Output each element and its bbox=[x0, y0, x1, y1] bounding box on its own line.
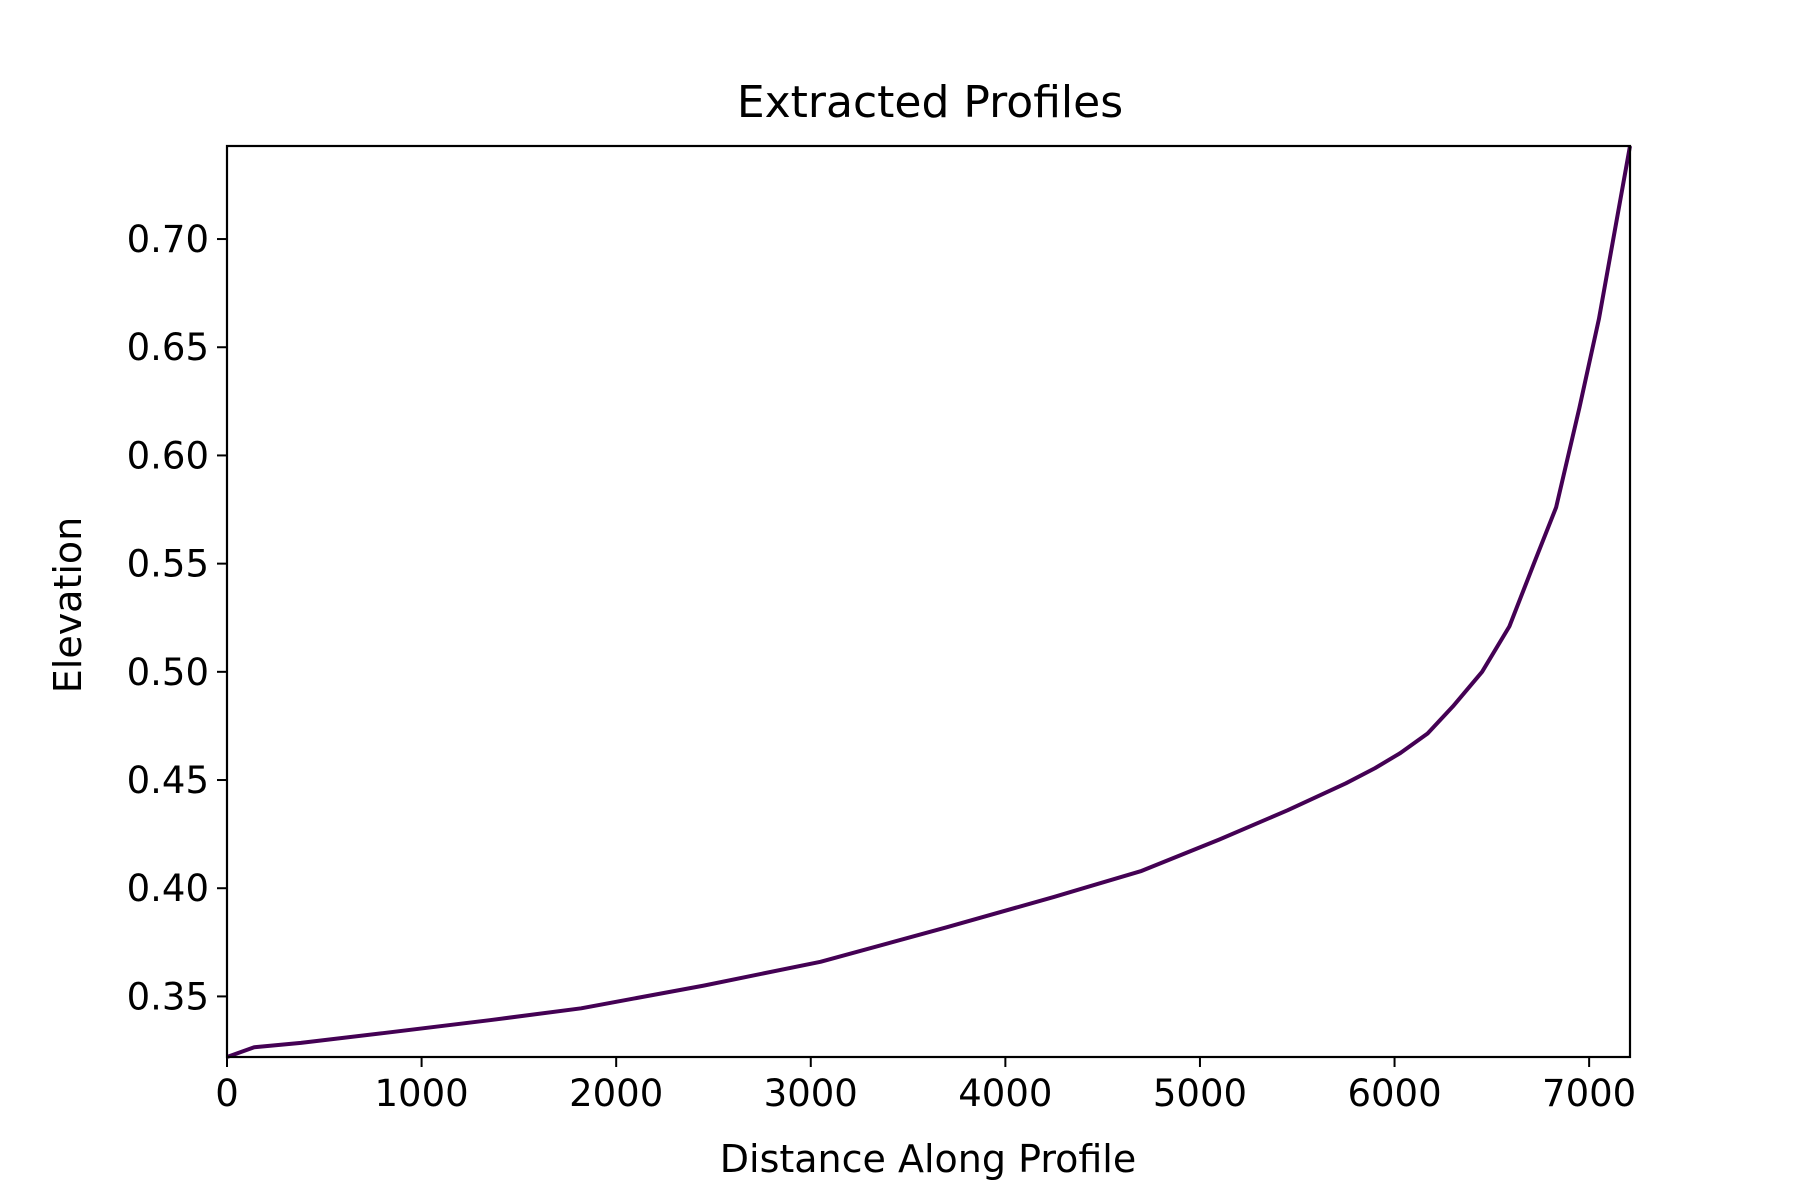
plot-frame bbox=[225, 144, 1632, 1059]
series-layer bbox=[226, 145, 1632, 1059]
y-tick-label: 0.70 bbox=[127, 218, 209, 261]
x-tick-label: 4000 bbox=[958, 1072, 1052, 1115]
x-tick-label: 7000 bbox=[1542, 1072, 1636, 1115]
axis-ticks: 0 1000 2000 3000 4000 5000 6000 7000 0.35 0.40 0.4… bbox=[127, 218, 1637, 1115]
y-tick-label: 0.60 bbox=[127, 434, 209, 477]
y-tick-label: 0.65 bbox=[127, 326, 209, 369]
x-tick-label: 6000 bbox=[1347, 1072, 1441, 1115]
y-tick-label: 0.45 bbox=[127, 759, 209, 802]
x-tick-label: 2000 bbox=[569, 1072, 663, 1115]
x-tick-label: 0 bbox=[215, 1072, 239, 1115]
x-tick-label: 3000 bbox=[764, 1072, 858, 1115]
x-axis-label: Distance Along Profile bbox=[720, 1137, 1136, 1181]
x-tick-label: 1000 bbox=[375, 1072, 469, 1115]
profile-line bbox=[226, 145, 1632, 1059]
y-tick-label: 0.55 bbox=[127, 543, 209, 586]
y-axis-label: Elevation bbox=[46, 517, 90, 694]
x-tick-label: 5000 bbox=[1153, 1072, 1247, 1115]
y-tick-label: 0.50 bbox=[127, 651, 209, 694]
chart-title: Extracted Profiles bbox=[737, 77, 1123, 128]
y-tick-label: 0.40 bbox=[127, 867, 209, 910]
y-tick-label: 0.35 bbox=[127, 975, 209, 1018]
